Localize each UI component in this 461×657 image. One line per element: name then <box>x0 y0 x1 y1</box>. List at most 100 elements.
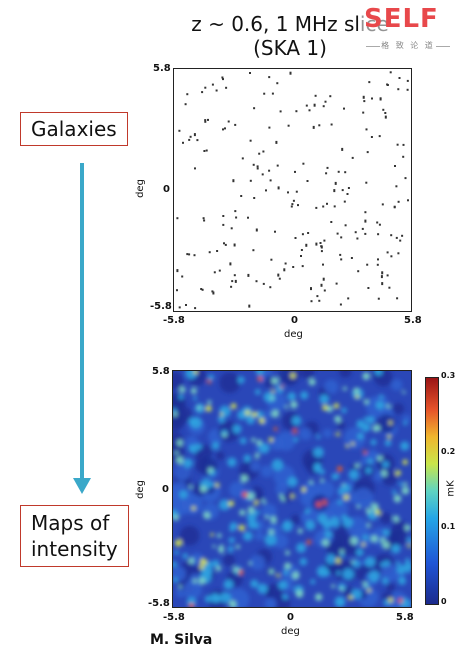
intensity-blob <box>248 561 252 565</box>
galaxy-point <box>262 282 265 285</box>
galaxy-point <box>247 273 250 277</box>
galaxy-point <box>270 258 273 261</box>
intensity-blob <box>215 565 222 572</box>
galaxy-point <box>274 230 276 233</box>
colorbar <box>425 377 439 605</box>
galaxy-point <box>215 89 218 92</box>
intensity-blob <box>281 520 293 532</box>
intensity-blob <box>173 514 179 521</box>
intensity-blob <box>280 497 285 502</box>
galaxy-point <box>315 206 318 209</box>
intensity-blob <box>268 437 274 442</box>
logo-text: SELF <box>364 4 439 34</box>
galaxy-point <box>365 181 368 184</box>
galaxy-point <box>397 200 400 203</box>
galaxy-point <box>184 103 187 106</box>
maps-label-line-2: intensity <box>31 537 118 561</box>
logo-divider-left <box>366 46 380 47</box>
intensity-blob <box>370 535 378 543</box>
intensity-blob <box>296 542 307 553</box>
galaxy-point <box>189 135 192 138</box>
intensity-blob <box>254 531 264 541</box>
intensity-blob <box>348 595 353 601</box>
intensity-blob <box>315 593 323 601</box>
galaxy-point <box>386 274 389 277</box>
title-line-2: (SKA 1) <box>253 36 327 60</box>
intensity-blob <box>396 564 406 575</box>
galaxy-point <box>343 107 345 110</box>
galaxy-point <box>203 150 206 152</box>
intensity-blob <box>335 558 341 564</box>
intensity-blob <box>391 379 403 391</box>
bottom-ylabel: deg <box>134 480 146 499</box>
intensity-blob <box>220 592 231 603</box>
top-xtick-zero: 0 <box>291 315 298 326</box>
galaxy-point <box>380 275 383 279</box>
galaxy-point <box>256 167 259 170</box>
intensity-blob <box>304 458 316 470</box>
galaxy-point <box>336 232 339 235</box>
intensity-blob <box>176 439 184 446</box>
intensity-blob <box>362 534 369 541</box>
galaxy-point <box>277 186 280 190</box>
galaxy-point <box>269 286 272 289</box>
galaxy-point <box>229 262 232 266</box>
galaxy-point <box>252 163 255 166</box>
intensity-blob <box>391 544 401 554</box>
galaxy-point <box>178 306 181 309</box>
galaxy-point <box>253 107 256 110</box>
intensity-blob <box>183 580 202 600</box>
galaxy-point <box>235 216 238 219</box>
bottom-ytick-max: 5.8 <box>152 366 170 377</box>
intensity-blob <box>253 500 259 506</box>
galaxy-point <box>224 127 226 130</box>
intensity-blob <box>386 583 396 592</box>
intensity-blob <box>367 458 373 464</box>
galaxy-point <box>323 289 326 292</box>
intensity-blob <box>322 500 327 505</box>
intensity-blob <box>188 417 197 426</box>
intensity-blob <box>341 407 347 414</box>
intensity-blob <box>337 500 343 505</box>
intensity-blob <box>386 404 391 409</box>
galaxy-point <box>343 200 346 203</box>
intensity-blob <box>401 486 410 495</box>
intensity-blob <box>178 585 182 589</box>
intensity-blob <box>370 439 377 446</box>
intensity-blob <box>222 432 227 438</box>
intensity-blob <box>282 593 289 600</box>
galaxy-point <box>201 91 204 94</box>
intensity-blob <box>208 374 215 381</box>
galaxy-point <box>248 304 251 308</box>
intensity-blob <box>254 509 260 516</box>
intensity-blob <box>375 400 385 410</box>
intensity-blob <box>381 577 389 585</box>
intensity-blob <box>193 371 198 374</box>
galaxy-point <box>390 255 393 258</box>
galaxy-point <box>394 165 396 167</box>
intensity-blob <box>335 432 340 437</box>
intensity-blob <box>178 394 184 400</box>
galaxy-point <box>178 129 181 132</box>
galaxy-point <box>222 128 224 131</box>
galaxy-point <box>287 124 290 127</box>
galaxy-point <box>315 242 318 246</box>
galaxy-point <box>399 239 402 242</box>
galaxy-point <box>176 217 179 220</box>
intensity-blob <box>392 489 397 495</box>
author-credit: M. Silva <box>150 632 213 648</box>
intensity-blob <box>398 598 403 603</box>
intensity-blob <box>295 590 304 598</box>
intensity-blob <box>293 437 299 442</box>
intensity-blob <box>368 449 378 460</box>
intensity-blob <box>219 372 241 393</box>
galaxy-point <box>334 181 337 185</box>
intensity-blob <box>174 550 179 555</box>
intensity-blob <box>319 394 330 405</box>
galaxy-point <box>252 249 255 252</box>
galaxy-point <box>356 237 359 240</box>
galaxy-point <box>310 300 313 303</box>
intensity-blob <box>372 424 380 432</box>
intensity-blob <box>238 524 245 531</box>
intensity-blob <box>173 561 178 568</box>
